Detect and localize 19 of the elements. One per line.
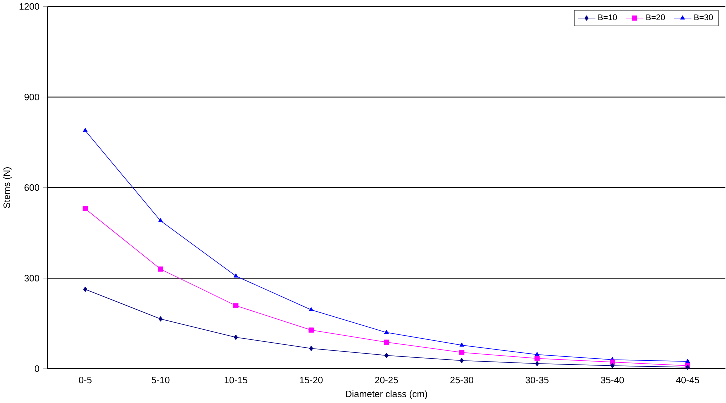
x-tick-label: 20-25	[375, 377, 398, 384]
x-tick-label: 40-45	[676, 377, 700, 384]
y-tick-label: 0	[34, 366, 40, 372]
legend-label: B=30	[694, 14, 714, 21]
x-tick-label: 15-20	[300, 377, 323, 384]
x-tick-label: 35-40	[601, 377, 624, 384]
y-tick-label: 900	[24, 94, 40, 101]
legend-label: B=10	[598, 14, 618, 21]
x-tick-label: 5-10	[152, 377, 170, 384]
x-tick-label: 0-5	[79, 377, 92, 384]
x-tick-label: 25-30	[450, 377, 474, 384]
y-tick-label: 300	[24, 275, 40, 282]
x-tick-label: 10-15	[224, 377, 248, 384]
legend-label: B=20	[646, 14, 666, 21]
x-axis-title: Diameter class (cm)	[346, 390, 428, 400]
y-tick-label: 600	[24, 184, 40, 192]
y-axis-title: Stems (N)	[3, 168, 12, 208]
x-tick-label: 30-35	[526, 377, 549, 384]
y-tick-label: 1200	[20, 4, 40, 10]
